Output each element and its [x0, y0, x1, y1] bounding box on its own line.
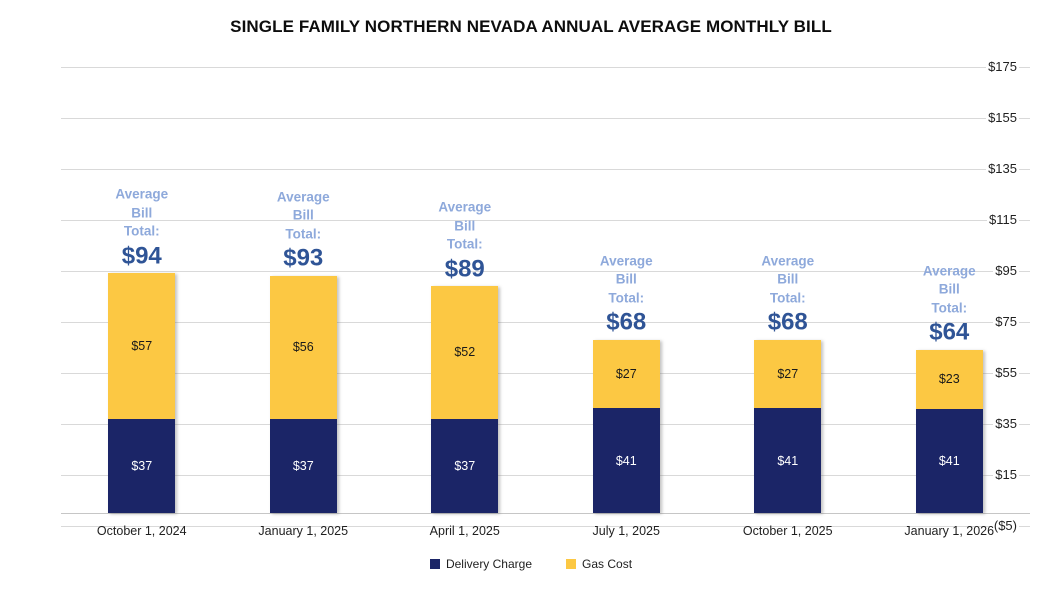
delivery-segment: $41 [592, 408, 660, 513]
chart-title: SINGLE FAMILY NORTHERN NEVADA ANNUAL AVE… [230, 17, 832, 36]
gas-segment: $27 [592, 339, 660, 409]
legend-swatch-delivery-icon [429, 559, 440, 569]
annotation-line: Average [599, 253, 653, 269]
total-value: $93 [283, 244, 324, 272]
gas-value-label: $27 [615, 367, 637, 382]
gas-value-label: $57 [131, 339, 153, 354]
gas-segment: $27 [754, 339, 822, 409]
delivery-segment: $37 [269, 418, 337, 513]
x-tick-label: October 1, 2025 [742, 524, 833, 538]
average-bill-annotation: Average Bill Total: $94 [77, 186, 207, 271]
annotation-line: Total: [608, 290, 645, 306]
annotation-line: Bill [292, 207, 314, 223]
average-bill-annotation: Average Bill Total: $68 [723, 252, 853, 337]
y-tick-label: $155 [986, 108, 1019, 127]
annotation-line: Total: [446, 236, 483, 252]
bar-group: $27 $41 [754, 339, 822, 513]
delivery-value-label: $37 [292, 458, 314, 473]
annotation-line: Average [761, 253, 815, 269]
average-bill-annotation: Average Bill Total: $93 [238, 188, 368, 273]
legend-item-delivery-charge: Delivery Charge [429, 557, 533, 571]
delivery-segment: $37 [108, 418, 176, 513]
x-tick-label: October 1, 2024 [96, 524, 187, 538]
y-tick-label: $75 [993, 312, 1019, 331]
gridline [61, 117, 1030, 119]
x-tick-label: January 1, 2025 [258, 524, 349, 538]
gas-value-label: $56 [292, 340, 314, 355]
annotation-line: Average [115, 186, 169, 202]
legend-label: Delivery Charge [445, 557, 533, 571]
delivery-value-label: $41 [615, 453, 637, 468]
delivery-segment: $37 [431, 418, 499, 513]
total-value: $94 [121, 242, 162, 270]
gas-value-label: $27 [777, 367, 799, 382]
gas-segment: $23 [915, 349, 983, 409]
annotation-line: Total: [931, 300, 968, 316]
bar-group: $57 $37 [108, 273, 176, 513]
annotation-line: Bill [131, 205, 153, 221]
gas-segment: $57 [108, 273, 176, 419]
gas-segment: $52 [431, 286, 499, 419]
annotation-line: Bill [938, 281, 960, 297]
delivery-value-label: $37 [454, 458, 476, 473]
gridline [61, 525, 1030, 527]
annotation-line: Total: [285, 226, 322, 242]
y-tick-label: $135 [986, 159, 1019, 178]
total-value: $89 [444, 255, 485, 283]
annotation-line: Total: [769, 290, 806, 306]
total-value: $68 [606, 308, 647, 336]
average-bill-annotation: Average Bill Total: $64 [884, 262, 1014, 347]
delivery-segment: $41 [915, 408, 983, 513]
legend-item-gas-cost: Gas Cost [566, 557, 632, 571]
bar-group: $52 $37 [431, 286, 499, 513]
y-tick-label: $95 [993, 261, 1019, 280]
delivery-segment: $41 [754, 408, 822, 513]
gridline [61, 372, 1030, 374]
delivery-value-label: $37 [131, 458, 153, 473]
gridline [61, 474, 1030, 476]
gas-segment: $56 [269, 275, 337, 419]
total-value: $68 [767, 308, 808, 336]
y-tick-label: ($5) [991, 516, 1019, 535]
delivery-value-label: $41 [938, 453, 960, 468]
annotation-line: Average [922, 263, 976, 279]
delivery-value-label: $41 [777, 453, 799, 468]
gridline [61, 321, 1030, 323]
y-tick-label: $35 [993, 414, 1019, 433]
gridline [61, 168, 1030, 170]
annotation-line: Average [276, 189, 330, 205]
annotation-line: Bill [615, 271, 637, 287]
average-bill-annotation: Average Bill Total: $89 [400, 199, 530, 284]
gridline [61, 219, 1030, 221]
bar-group: $56 $37 [269, 275, 337, 513]
y-tick-label: $175 [986, 58, 1019, 76]
category-axis-line [61, 513, 1030, 514]
gridline [61, 270, 1030, 272]
annotation-line: Bill [777, 271, 799, 287]
gridline [61, 423, 1030, 425]
gas-value-label: $52 [454, 345, 476, 360]
legend: Delivery Charge Gas Cost [0, 557, 1062, 571]
legend-swatch-gas-icon [566, 559, 577, 569]
bar-group: $27 $41 [592, 339, 660, 513]
bar-group: $23 $41 [915, 349, 983, 513]
y-tick-label: $115 [987, 210, 1019, 229]
legend-label: Gas Cost [582, 557, 633, 571]
y-tick-label: $55 [993, 363, 1019, 382]
total-value: $64 [929, 318, 970, 346]
annotation-line: Bill [454, 218, 476, 234]
y-tick-label: $15 [993, 465, 1019, 484]
average-bill-annotation: Average Bill Total: $68 [561, 252, 691, 337]
x-tick-label: April 1, 2025 [429, 524, 500, 538]
gas-value-label: $23 [938, 372, 960, 387]
x-tick-label: January 1, 2026 [904, 524, 995, 538]
annotation-line: Average [438, 199, 492, 215]
gridline [61, 67, 1030, 68]
x-tick-label: July 1, 2025 [592, 524, 660, 538]
annotation-line: Total: [123, 223, 160, 239]
